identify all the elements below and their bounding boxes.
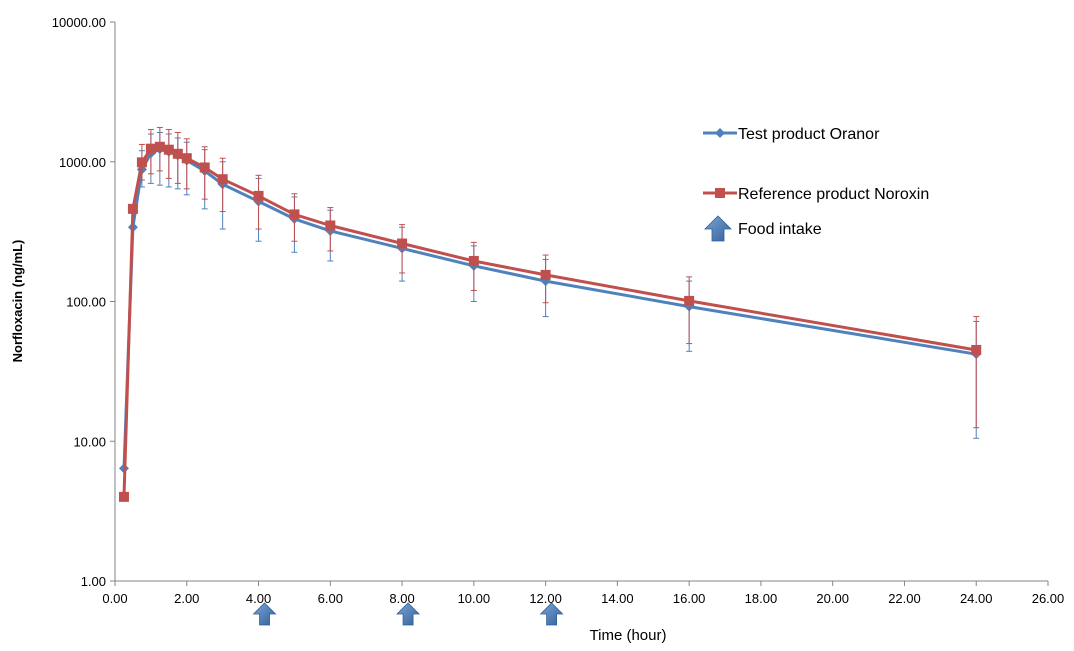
data-point-square <box>684 295 695 306</box>
legend-label-test: Test product Oranor <box>738 126 880 143</box>
axes <box>114 22 1048 582</box>
legend-item-food: Food intake <box>704 215 822 242</box>
food-intake-arrows <box>252 602 564 626</box>
data-point-square <box>172 148 183 159</box>
data-point-square <box>127 203 138 214</box>
y-axis-title: Norfloxacin (ng/mL) <box>10 240 25 363</box>
legend: Test product Oranor Reference product No… <box>703 126 929 242</box>
y-tick-label: 1000.00 <box>59 155 106 170</box>
legend-square-marker <box>715 188 725 198</box>
y-tick-label: 100.00 <box>66 295 106 310</box>
food-intake-arrow-icon <box>396 602 421 626</box>
data-point-square <box>540 269 551 280</box>
legend-diamond-marker <box>715 128 725 138</box>
x-tick-label: 0.00 <box>102 591 127 606</box>
y-tick-label: 10.00 <box>73 434 106 449</box>
x-tick-label: 16.00 <box>673 591 706 606</box>
data-point-square <box>199 162 210 173</box>
x-tick-label: 2.00 <box>174 591 199 606</box>
x-tick-label: 20.00 <box>816 591 849 606</box>
data-point-square <box>136 157 147 168</box>
x-tick-label: 4.00 <box>246 591 271 606</box>
data-point-square <box>145 143 156 154</box>
y-ticks: 1.00 10.00 100.00 1000.00 10000.00 <box>52 15 115 589</box>
x-tick-label: 18.00 <box>745 591 778 606</box>
legend-label-food: Food intake <box>738 221 822 238</box>
y-tick-label: 1.00 <box>81 574 106 589</box>
legend-food-arrow-icon <box>704 215 732 242</box>
x-tick-label: 22.00 <box>888 591 921 606</box>
data-point-square <box>468 255 479 266</box>
x-tick-label: 8.00 <box>389 591 414 606</box>
food-intake-arrow-icon <box>539 602 564 626</box>
series-reference <box>118 126 982 502</box>
x-tick-label: 12.00 <box>529 591 562 606</box>
data-point-square <box>181 153 192 164</box>
data-point-square <box>253 190 264 201</box>
x-tick-label: 6.00 <box>318 591 343 606</box>
x-axis-title: Time (hour) <box>590 627 667 644</box>
data-point-square <box>217 174 228 185</box>
data-point-square <box>971 344 982 355</box>
legend-item-reference: Reference product Noroxin <box>703 186 929 203</box>
x-tick-label: 24.00 <box>960 591 993 606</box>
data-point-square <box>163 144 174 155</box>
x-tick-label: 14.00 <box>601 591 634 606</box>
legend-item-test: Test product Oranor <box>703 126 880 143</box>
y-tick-label: 10000.00 <box>52 15 106 30</box>
series-test <box>118 131 982 474</box>
x-tick-label: 10.00 <box>458 591 491 606</box>
data-point-square <box>118 491 129 502</box>
data-point-square <box>397 238 408 249</box>
food-intake-arrow-icon <box>252 602 277 626</box>
data-point-square <box>325 220 336 231</box>
legend-label-reference: Reference product Noroxin <box>738 186 929 203</box>
data-point-square <box>289 209 300 220</box>
series-layer <box>118 126 982 502</box>
x-tick-label: 26.00 <box>1032 591 1065 606</box>
data-point-square <box>154 141 165 152</box>
x-ticks: 0.00 2.00 4.00 6.00 8.00 10.00 12.00 14.00 16.00… <box>102 581 1064 606</box>
